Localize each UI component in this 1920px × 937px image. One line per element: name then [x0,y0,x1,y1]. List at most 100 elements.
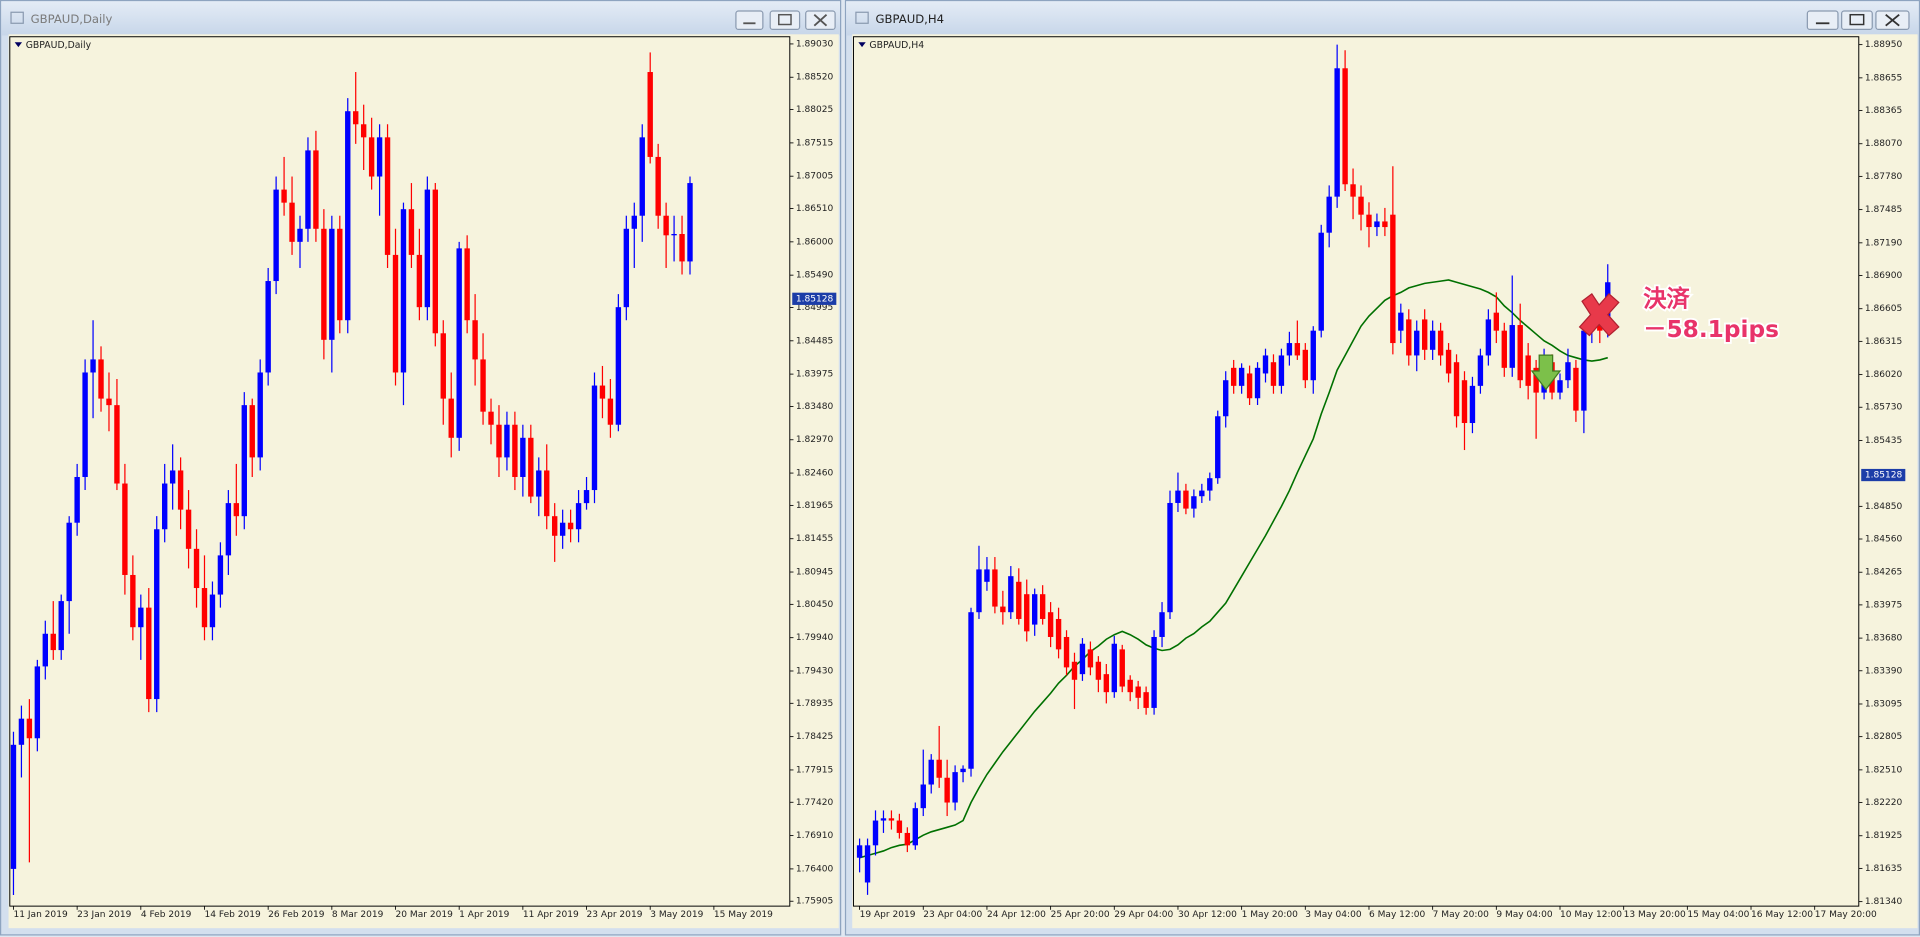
candle-body [480,359,486,412]
candle-body [679,234,685,262]
candle-body [1024,594,1030,632]
candle-body [241,405,247,517]
x-tick-label: 14 Feb 2019 [204,910,261,920]
candle-body [1111,643,1117,693]
candle-body [464,248,470,321]
candle-body [1453,362,1460,417]
current-price-box [1861,468,1906,482]
y-tick-label: 1.80450 [796,600,834,610]
candle-body [1063,636,1070,668]
y-tick-label: 1.75905 [796,897,833,907]
candle-body [1350,184,1356,197]
y-tick-label: 1.87190 [1865,238,1903,248]
current-price-label: 1.85128 [1865,471,1903,481]
candle-body [1310,330,1316,381]
candle-body [162,483,168,530]
candle-body [353,111,359,125]
candle-body [1223,380,1229,417]
window-buttons[interactable] [1806,10,1910,31]
close-icon [1885,13,1900,27]
y-tick-label: 1.82805 [1865,732,1902,742]
x-tick-label: 3 May 2019 [650,910,703,920]
candle-body [281,189,287,203]
maximize-button[interactable] [769,10,801,31]
maximize-icon [778,13,792,26]
y-tick-label: 1.86020 [1865,370,1903,380]
candle-body [1191,496,1197,509]
x-tick-label: 23 Apr 04:00 [923,910,982,920]
candle-body [936,759,942,778]
candle-body [440,333,446,399]
candle-body [1485,319,1492,356]
x-tick-label: 16 May 12:00 [1751,910,1813,920]
y-tick-label: 1.86000 [796,237,834,247]
candle-body [321,228,327,340]
candle-body [496,424,502,458]
y-tick-label: 1.83095 [1865,699,1902,709]
candle-body [66,522,72,602]
candle-body [671,234,677,236]
y-tick-label: 1.87780 [1865,172,1903,182]
candle-body [345,111,351,321]
candle-body [1286,343,1293,356]
y-tick-label: 1.80945 [796,568,833,578]
candle-body [42,633,48,667]
candle-body [663,215,669,236]
y-tick-label: 1.82970 [796,435,834,445]
candle-body [472,320,478,360]
x-tick-label: 6 May 12:00 [1369,910,1426,920]
candle-body [1167,502,1173,613]
window-icon [10,11,24,24]
y-tick-label: 1.87005 [796,172,833,182]
y-tick-label: 1.88365 [1865,106,1902,116]
candle-body [1262,355,1269,374]
candle-body [1382,221,1388,228]
candle-body [106,398,112,406]
x-tick-label: 19 Apr 2019 [860,910,916,920]
candle-body [872,820,879,846]
candle-body [1278,355,1285,386]
candle-body [1055,618,1062,650]
x-tick-label: 13 May 20:00 [1624,910,1686,920]
candle-body [368,137,375,177]
moving-average [859,279,1608,859]
candle-body [289,202,295,242]
chart-area [852,34,1918,929]
candle-body [265,281,271,373]
candle-body [82,372,88,477]
candle-body [968,612,974,769]
candle-body [856,845,863,858]
window-icon [855,11,869,24]
candle-body [74,476,80,523]
y-tick-label: 1.82220 [1865,798,1903,808]
candle-body [1175,490,1181,503]
candle-body [488,411,494,425]
maximize-button[interactable] [1841,10,1873,31]
candle-body [257,372,263,458]
candle-body [217,555,224,595]
candle-body [1573,367,1579,411]
x-tick-label: 29 Apr 04:00 [1114,910,1173,920]
x-tick-label: 24 Apr 12:00 [987,910,1046,920]
y-tick-label: 1.85490 [796,271,834,281]
y-tick-label: 1.78935 [796,699,833,709]
close-icon [813,14,828,27]
y-tick-label: 1.85435 [1865,436,1902,446]
y-tick-label: 1.89030 [796,39,834,49]
x-tick-label: 20 Mar 2019 [396,910,454,920]
minimize-button[interactable] [735,10,764,31]
maximize-icon [1849,13,1865,26]
candle-body [360,124,367,138]
minimize-button[interactable] [1806,10,1839,31]
candle-body [1445,349,1452,374]
candle-body [1406,319,1412,356]
candle-body [34,666,41,739]
candle-body [18,718,25,745]
candle-body [504,424,510,458]
window-buttons[interactable] [735,10,836,31]
candle-body [1469,385,1476,424]
candle-body [1501,330,1507,368]
candle-body [1525,355,1531,386]
candle-body [1159,612,1165,637]
